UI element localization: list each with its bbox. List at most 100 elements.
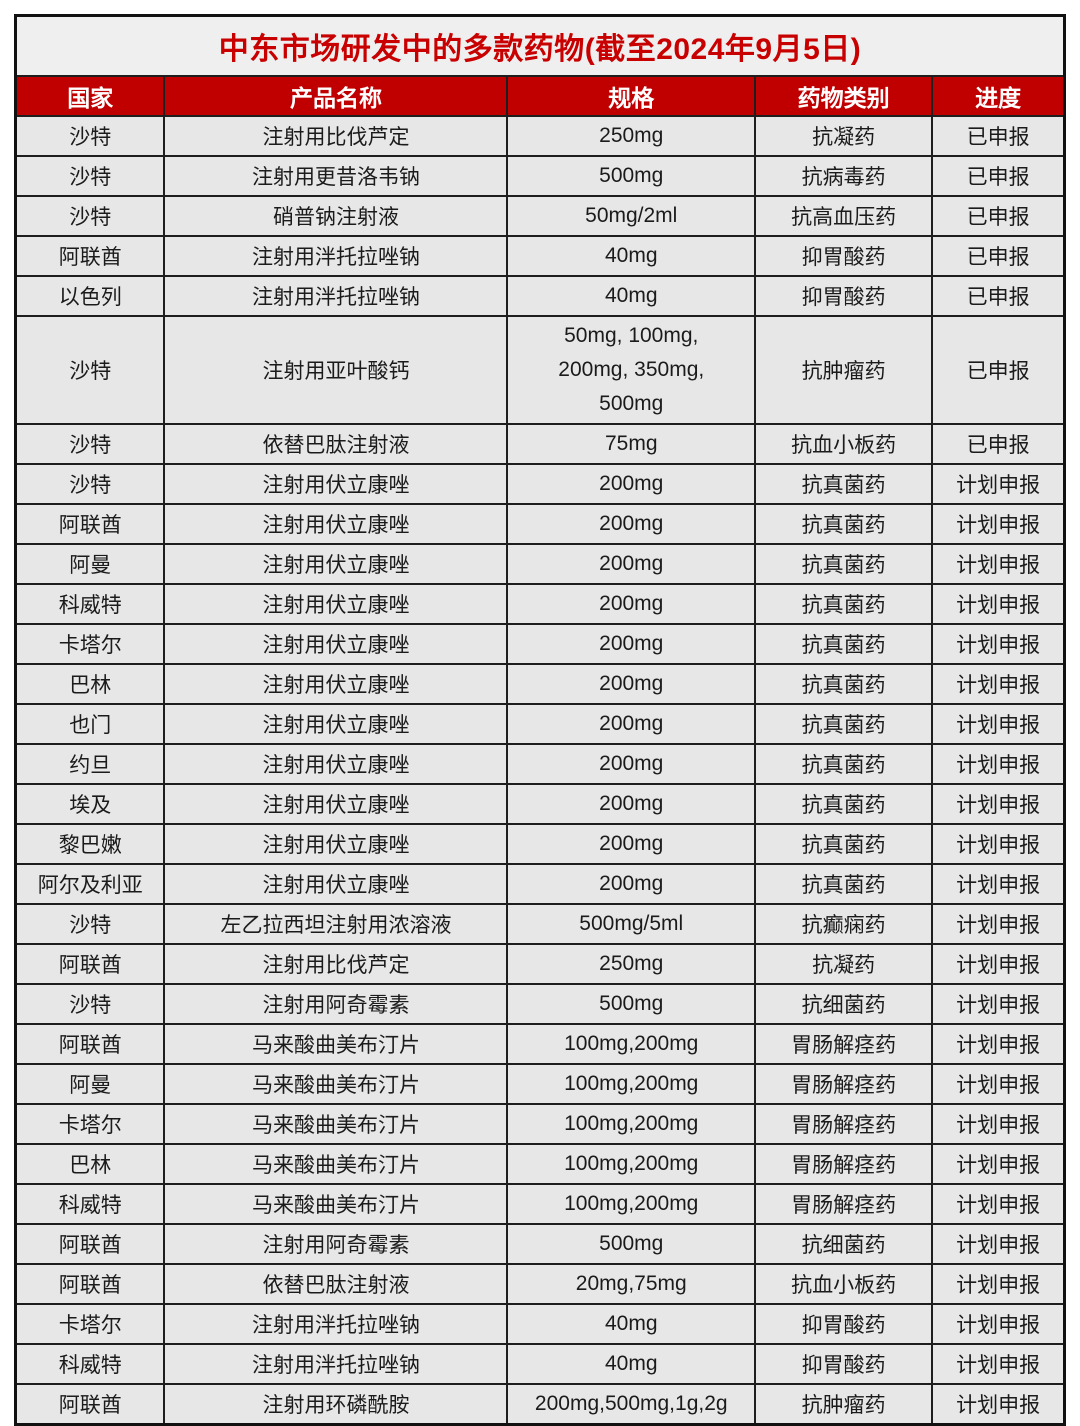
product-cell: 依替巴肽注射液 [163, 422, 509, 465]
spec-cell: 200mg [506, 742, 757, 785]
status-cell: 计划申报 [931, 822, 1066, 865]
category-cell: 抗真菌药 [754, 502, 934, 545]
category-cell: 抗肿瘤药 [754, 1382, 934, 1425]
category-cell: 抗血小板药 [754, 1262, 934, 1305]
product-cell: 注射用亚叶酸钙 [163, 314, 509, 425]
page: 中东市场研发中的多款药物(截至2024年9月5日) 国家 产品名称 规格 药物类别 进度… [14, 14, 1066, 1426]
spec-cell: 200mg [506, 862, 757, 905]
column-header: 药物类别 [754, 74, 934, 117]
column-header: 产品名称 [163, 74, 509, 117]
table-row: 科威特 注射用泮托拉唑钠 40mg 抑胃酸药 计划申报 [14, 1342, 1066, 1385]
product-cell: 注射用泮托拉唑钠 [163, 1342, 509, 1385]
product-cell: 注射用伏立康唑 [163, 622, 509, 665]
product-cell: 注射用比伐芦定 [163, 942, 509, 985]
category-cell: 抗真菌药 [754, 742, 934, 785]
product-cell: 注射用伏立康唑 [163, 742, 509, 785]
category-cell: 抗真菌药 [754, 622, 934, 665]
country-cell: 沙特 [14, 422, 166, 465]
table-row: 以色列 注射用泮托拉唑钠 40mg 抑胃酸药 已申报 [14, 274, 1066, 317]
table-row: 约旦 注射用伏立康唑 200mg 抗真菌药 计划申报 [14, 742, 1066, 785]
status-cell: 计划申报 [931, 1342, 1066, 1385]
table-row: 沙特 依替巴肽注射液 75mg 抗血小板药 已申报 [14, 422, 1066, 465]
spec-cell: 200mg [506, 662, 757, 705]
spec-cell: 100mg,200mg [506, 1022, 757, 1065]
spec-cell: 50mg, 100mg, 200mg, 350mg, 500mg [506, 314, 757, 425]
category-cell: 抗病毒药 [754, 154, 934, 197]
table-row: 沙特 硝普钠注射液 50mg/2ml 抗高血压药 已申报 [14, 194, 1066, 237]
country-cell: 沙特 [14, 114, 166, 157]
product-cell: 左乙拉西坦注射用浓溶液 [163, 902, 509, 945]
spec-cell: 100mg,200mg [506, 1062, 757, 1105]
status-cell: 计划申报 [931, 1382, 1066, 1425]
product-cell: 注射用伏立康唑 [163, 462, 509, 505]
title-row: 中东市场研发中的多款药物(截至2024年9月5日) [14, 14, 1066, 77]
category-cell: 抑胃酸药 [754, 1342, 934, 1385]
country-cell: 也门 [14, 702, 166, 745]
table-row: 阿联酋 注射用比伐芦定 250mg 抗凝药 计划申报 [14, 942, 1066, 985]
table-row: 也门 注射用伏立康唑 200mg 抗真菌药 计划申报 [14, 702, 1066, 745]
country-cell: 沙特 [14, 982, 166, 1025]
country-cell: 阿联酋 [14, 1262, 166, 1305]
table-row: 阿曼 注射用伏立康唑 200mg 抗真菌药 计划申报 [14, 542, 1066, 585]
column-header: 规格 [506, 74, 757, 117]
table-row: 卡塔尔 马来酸曲美布汀片 100mg,200mg 胃肠解痉药 计划申报 [14, 1102, 1066, 1145]
spec-cell: 250mg [506, 114, 757, 157]
category-cell: 抗真菌药 [754, 582, 934, 625]
country-cell: 沙特 [14, 902, 166, 945]
status-cell: 已申报 [931, 422, 1066, 465]
product-cell: 注射用更昔洛韦钠 [163, 154, 509, 197]
status-cell: 计划申报 [931, 1062, 1066, 1105]
table-row: 阿尔及利亚 注射用伏立康唑 200mg 抗真菌药 计划申报 [14, 862, 1066, 905]
product-cell: 硝普钠注射液 [163, 194, 509, 237]
product-cell: 注射用伏立康唑 [163, 862, 509, 905]
status-cell: 计划申报 [931, 862, 1066, 905]
spec-cell: 500mg [506, 154, 757, 197]
country-cell: 以色列 [14, 274, 166, 317]
spec-cell: 500mg [506, 982, 757, 1025]
status-cell: 计划申报 [931, 662, 1066, 705]
country-cell: 科威特 [14, 582, 166, 625]
product-cell: 马来酸曲美布汀片 [163, 1142, 509, 1185]
country-cell: 阿联酋 [14, 502, 166, 545]
status-cell: 计划申报 [931, 462, 1066, 505]
country-cell: 巴林 [14, 662, 166, 705]
column-header: 国家 [14, 74, 166, 117]
country-cell: 卡塔尔 [14, 622, 166, 665]
status-cell: 计划申报 [931, 542, 1066, 585]
spec-cell: 20mg,75mg [506, 1262, 757, 1305]
status-cell: 已申报 [931, 114, 1066, 157]
table-row: 沙特 注射用伏立康唑 200mg 抗真菌药 计划申报 [14, 462, 1066, 505]
category-cell: 抑胃酸药 [754, 274, 934, 317]
spec-cell: 40mg [506, 234, 757, 277]
country-cell: 黎巴嫩 [14, 822, 166, 865]
spec-cell: 250mg [506, 942, 757, 985]
product-cell: 注射用伏立康唑 [163, 822, 509, 865]
category-cell: 胃肠解痉药 [754, 1022, 934, 1065]
spec-cell: 40mg [506, 274, 757, 317]
table-row: 埃及 注射用伏立康唑 200mg 抗真菌药 计划申报 [14, 782, 1066, 825]
category-cell: 抗细菌药 [754, 982, 934, 1025]
category-cell: 抗凝药 [754, 114, 934, 157]
country-cell: 阿联酋 [14, 1382, 166, 1425]
table-row: 沙特 注射用亚叶酸钙 50mg, 100mg, 200mg, 350mg, 500m… [14, 314, 1066, 425]
category-cell: 抗癫痫药 [754, 902, 934, 945]
country-cell: 阿联酋 [14, 1022, 166, 1065]
category-cell: 抗高血压药 [754, 194, 934, 237]
country-cell: 卡塔尔 [14, 1102, 166, 1145]
category-cell: 抗真菌药 [754, 782, 934, 825]
product-cell: 马来酸曲美布汀片 [163, 1182, 509, 1225]
spec-cell: 200mg [506, 462, 757, 505]
status-cell: 已申报 [931, 154, 1066, 197]
status-cell: 计划申报 [931, 1142, 1066, 1185]
spec-cell: 40mg [506, 1302, 757, 1345]
table-row: 巴林 马来酸曲美布汀片 100mg,200mg 胃肠解痉药 计划申报 [14, 1142, 1066, 1185]
spec-cell: 200mg,500mg,1g,2g [506, 1382, 757, 1425]
status-cell: 计划申报 [931, 582, 1066, 625]
status-cell: 计划申报 [931, 1262, 1066, 1305]
status-cell: 计划申报 [931, 1222, 1066, 1265]
table-row: 阿联酋 注射用环磷酰胺 200mg,500mg,1g,2g 抗肿瘤药 计划申报 [14, 1382, 1066, 1425]
spec-cell: 200mg [506, 622, 757, 665]
country-cell: 卡塔尔 [14, 1302, 166, 1345]
table-row: 阿联酋 依替巴肽注射液 20mg,75mg 抗血小板药 计划申报 [14, 1262, 1066, 1305]
country-cell: 阿联酋 [14, 234, 166, 277]
